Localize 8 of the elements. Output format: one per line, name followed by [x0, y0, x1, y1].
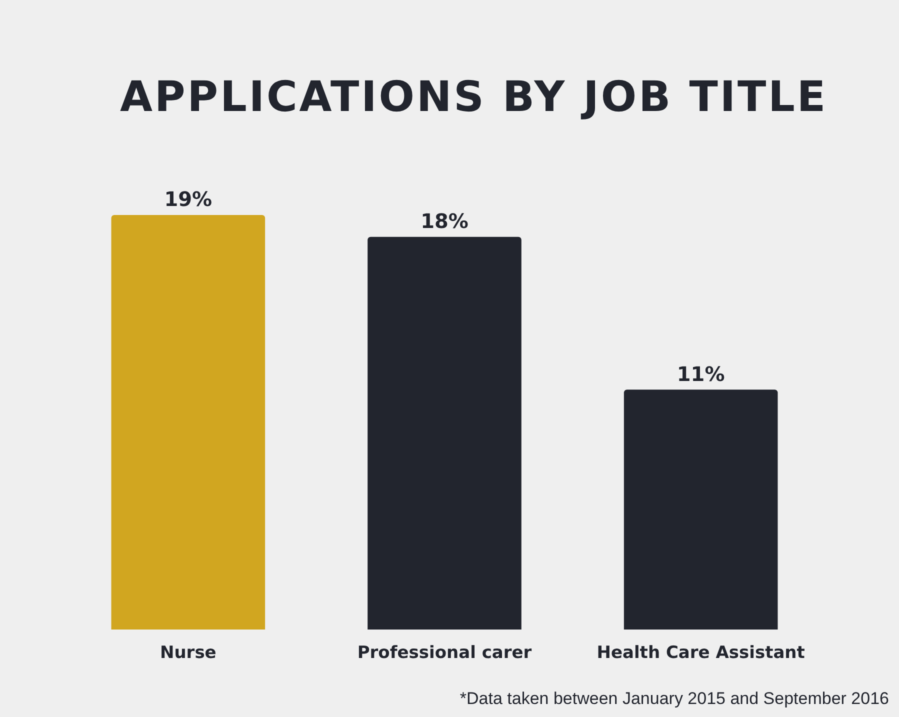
data-label: 18%	[420, 209, 468, 234]
x-tick-label: Professional carer	[357, 643, 532, 664]
x-tick-label: Health Care Assistant	[596, 643, 805, 664]
x-tick-label: Nurse	[160, 643, 216, 664]
data-label: 19%	[164, 187, 212, 212]
data-label: 11%	[676, 362, 725, 386]
chart-title: APPLICATIONS BY JOB TITLE	[120, 72, 828, 121]
text: *Data taken between January 2015 and September 2016	[460, 689, 889, 709]
